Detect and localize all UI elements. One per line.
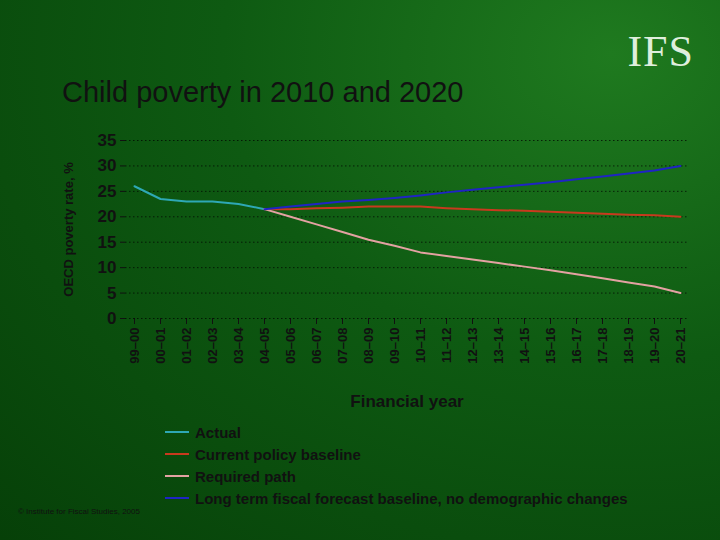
html-text:IFS: IFS — [627, 27, 694, 76]
html-text:Required path: Required path — [195, 467, 296, 485]
svg-text:00–01: 00–01 — [153, 328, 168, 364]
svg-text:02–03: 02–03 — [205, 328, 220, 364]
svg-text:10: 10 — [98, 258, 117, 277]
svg-text:07–08: 07–08 — [335, 328, 350, 364]
svg-text:30: 30 — [98, 156, 117, 175]
svg-text:08–09: 08–09 — [361, 328, 376, 364]
svg-text:99–00: 99–00 — [127, 328, 142, 364]
svg-text:17–18: 17–18 — [595, 328, 610, 364]
svg-text:12–13: 12–13 — [465, 328, 480, 364]
svg-text:09–10: 09–10 — [387, 328, 402, 364]
html-text:Long term fiscal forecast base: Long term fiscal forecast baseline, no d… — [195, 489, 628, 507]
svg-text:05–06: 05–06 — [283, 328, 298, 364]
html-text:© Institute for Fiscal Studies: © Institute for Fiscal Studies, 2005 — [18, 507, 140, 516]
svg-text:OECD poverty rate, %: OECD poverty rate, % — [61, 162, 76, 297]
svg-text:10–11: 10–11 — [413, 328, 428, 363]
svg-text:19–20: 19–20 — [647, 328, 662, 364]
svg-text:03–04: 03–04 — [231, 327, 246, 364]
svg-text:35: 35 — [98, 131, 117, 150]
svg-text:11–12: 11–12 — [439, 328, 454, 363]
svg-text:14–15: 14–15 — [517, 328, 532, 364]
html-text:Child poverty in 2010 and 2020: Child poverty in 2010 and 2020 — [62, 76, 464, 108]
svg-text:Financial year: Financial year — [350, 392, 464, 411]
svg-text:06–07: 06–07 — [309, 328, 324, 364]
svg-text:20–21: 20–21 — [673, 328, 688, 364]
svg-text:20: 20 — [98, 207, 117, 226]
svg-text:01–02: 01–02 — [179, 328, 194, 364]
svg-text:04–05: 04–05 — [257, 328, 272, 364]
svg-text:16–17: 16–17 — [569, 328, 584, 364]
svg-text:18–19: 18–19 — [621, 328, 636, 364]
svg-text:15: 15 — [98, 233, 117, 252]
svg-text:15–16: 15–16 — [543, 328, 558, 364]
svg-text:25: 25 — [98, 182, 117, 201]
svg-text:13–14: 13–14 — [491, 327, 506, 364]
html-text:Current policy baseline: Current policy baseline — [195, 445, 361, 463]
svg-text:5: 5 — [107, 284, 116, 303]
html-text:Actual: Actual — [195, 423, 241, 441]
svg-text:0: 0 — [107, 309, 116, 328]
